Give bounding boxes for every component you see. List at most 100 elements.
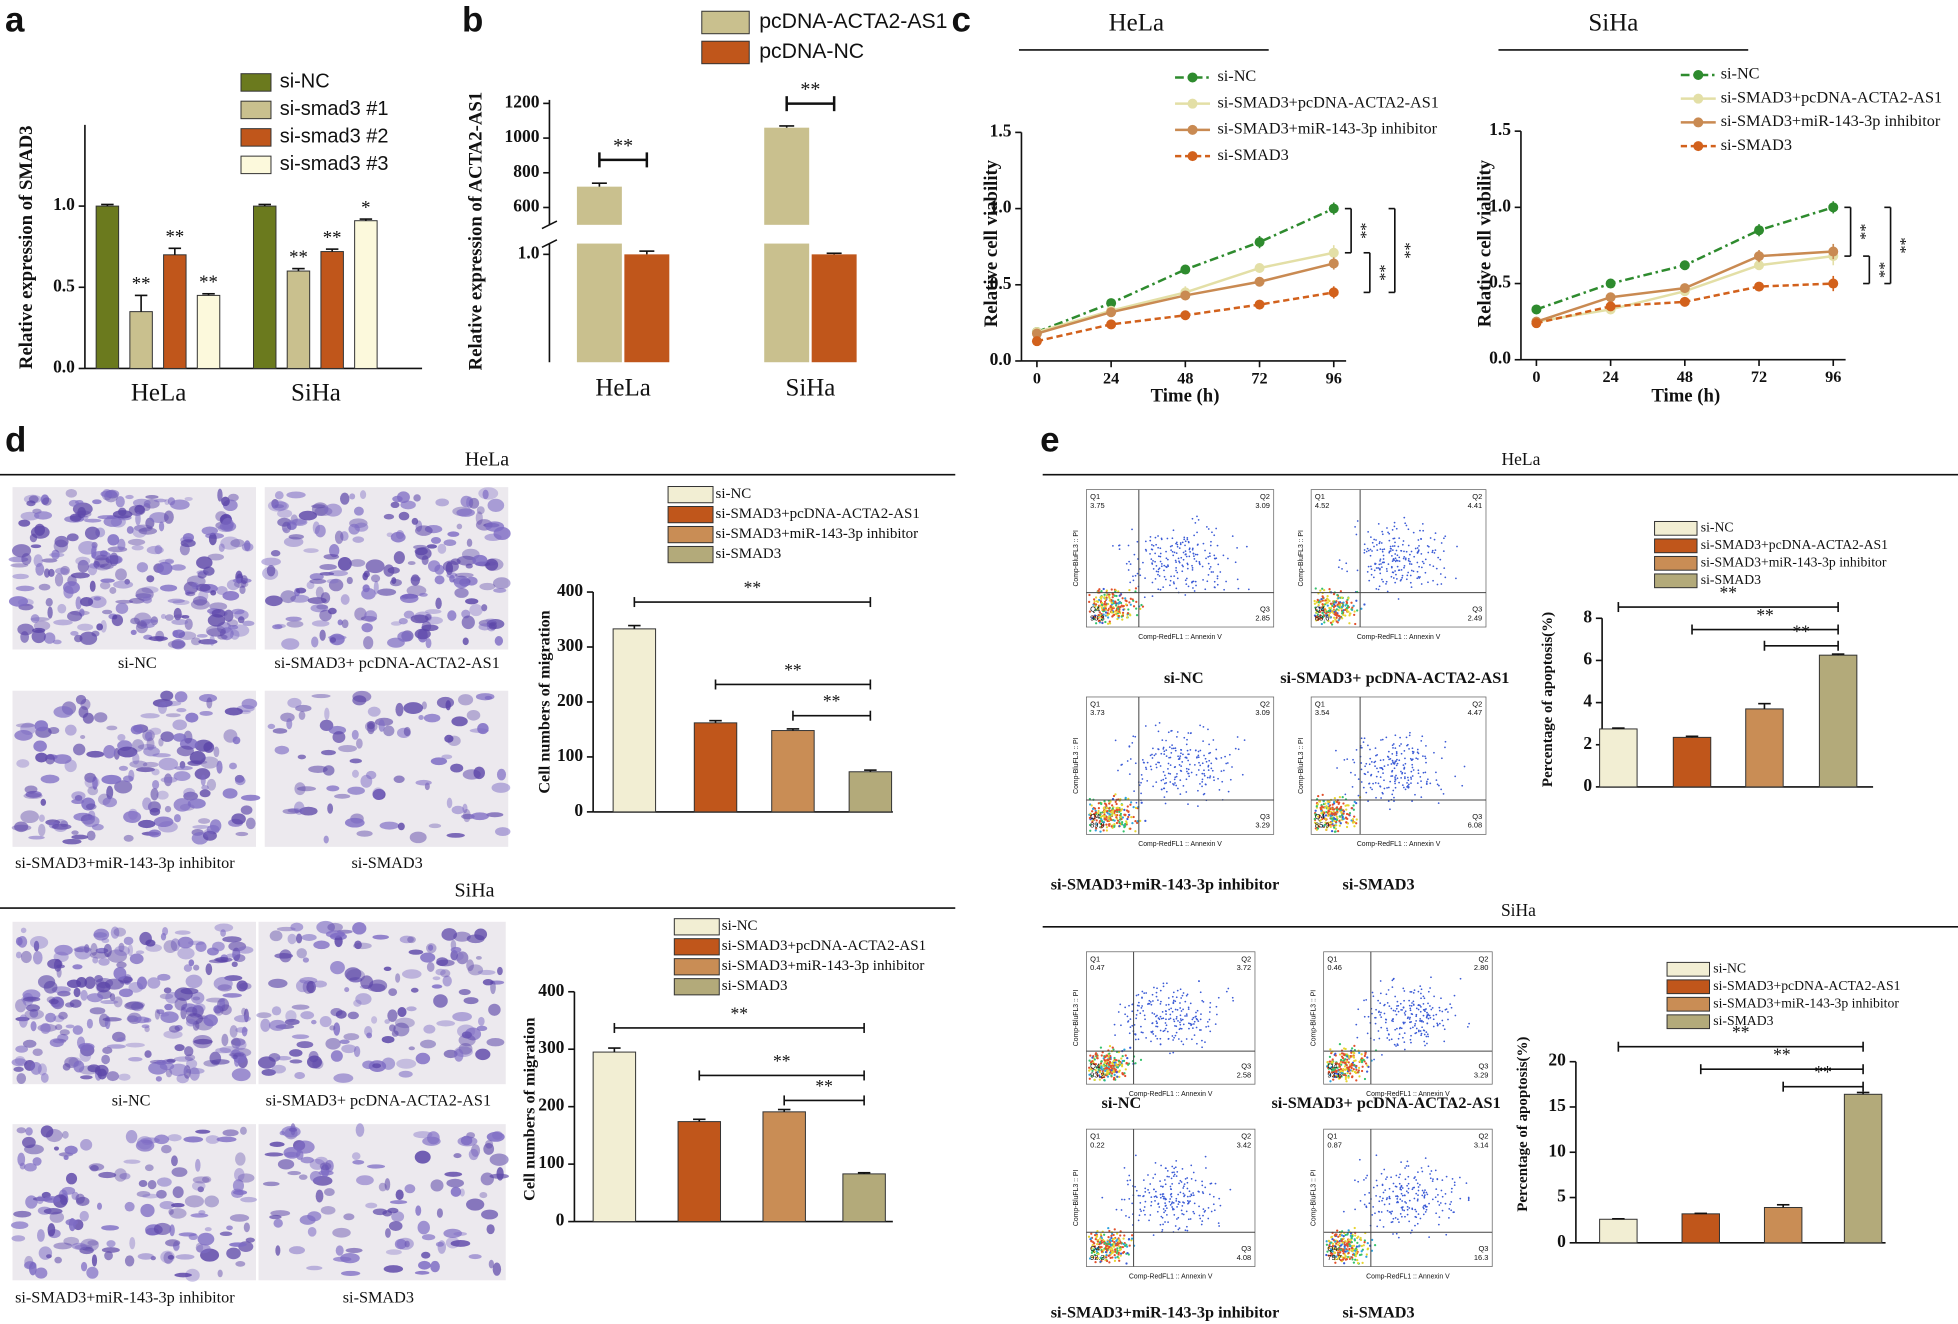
cell-stain [361,622,373,633]
flow-event [1172,581,1175,584]
flow-event [1332,1078,1335,1081]
flow-event [1401,784,1404,786]
cell-stain [73,1060,85,1073]
flow-event [1162,778,1165,781]
flow-event [1186,563,1189,566]
flow-event [1417,769,1420,772]
cell-stain [205,624,226,637]
flow-event [1363,1054,1366,1058]
flow-event [1388,532,1391,535]
cell-stain [232,736,241,745]
flow-event [1174,782,1176,784]
flow-event [1343,759,1346,761]
cell-stain [174,1272,192,1278]
flow-event [1165,1010,1167,1013]
flow-event [1101,1074,1104,1077]
flow-event [1107,595,1111,598]
flow-event [1327,1071,1330,1074]
flow-event [1175,561,1177,564]
flow-event [1172,1002,1175,1005]
point [1828,278,1839,289]
flow-event [1331,812,1334,816]
flow-event [1122,830,1125,833]
cell-stain [174,765,193,771]
cell-stain [26,500,36,507]
flow-event [1375,539,1377,541]
flow-event [1411,759,1413,762]
flow-event [1378,541,1381,543]
cell-stain [372,934,389,940]
flow-event [1161,1228,1164,1231]
cell-stain [20,950,32,964]
flow-event [1412,1004,1415,1006]
cell-stain [73,987,81,998]
flow-event [1336,829,1340,833]
cell-stain [456,555,477,566]
flow-event [1207,1217,1210,1220]
flow-event [1338,815,1342,818]
flow-event [1377,1030,1380,1032]
flow-event [1459,977,1462,980]
cell-stain [54,573,64,587]
flow-event [1161,1216,1164,1219]
cell-stain [153,498,167,503]
cell-stain [18,1014,28,1028]
flow-event [1196,1009,1199,1012]
flow-event [1107,609,1110,612]
legend-label: si-SMAD3+miR-143-3p inhibitor [716,526,919,542]
legend-label: si-smad3 #2 [280,126,389,148]
legend-label: si-NC [1701,520,1734,535]
flow-event [1351,818,1355,821]
flow-event [1331,604,1334,607]
cell-stain [385,1249,402,1255]
cell-stain [40,1022,51,1034]
cell-stain [157,821,178,833]
flow-event [1194,749,1197,752]
cell-stain [113,927,127,937]
cell-stain [274,953,294,959]
y-tick-label: 0 [556,1210,565,1230]
flow-event [1227,557,1229,560]
flow-event [1139,1012,1142,1015]
flow-event [1338,819,1341,822]
flow-event [1165,1018,1167,1021]
flow-event [1094,1052,1098,1055]
flow-event [1346,758,1349,761]
legend-swatch [1654,520,1698,536]
flow-event [1330,623,1334,626]
cell-stain [198,818,211,824]
quadrant-value: 93.2 [1090,1070,1105,1079]
cell-stain [212,941,225,952]
significance: ** [1396,242,1414,258]
flow-event [1422,771,1425,774]
flow-event [1355,1068,1358,1071]
flow-event [1116,1255,1119,1259]
flow-event [1321,603,1324,606]
flow-event [1116,617,1119,621]
cell-stain [173,733,187,742]
point [1754,251,1765,262]
flow-event [1097,806,1101,810]
cell-stain [396,1237,414,1250]
cell-stain [442,560,459,573]
flow-event [1319,808,1323,811]
cell-stain [337,619,343,626]
flow-event [1101,1051,1104,1054]
flow-event [1329,602,1333,605]
cell-stain [309,578,327,584]
cell-stain [299,806,318,816]
flow-event [1315,619,1318,622]
flow-event [1422,755,1424,758]
flow-event [1426,1015,1428,1018]
flow-event [1126,612,1129,615]
flow-event [1175,1017,1178,1020]
flow-event [1121,1198,1123,1201]
point [1106,298,1117,309]
flow-y-label: Comp-BluFL3 :: PI [1310,990,1317,1047]
flow-event [1202,1001,1205,1003]
cell-stain [80,989,88,1001]
cell-stain [115,568,127,581]
flow-event [1366,1056,1369,1059]
flow-event [1179,1179,1182,1182]
flow-event [1386,1027,1388,1030]
